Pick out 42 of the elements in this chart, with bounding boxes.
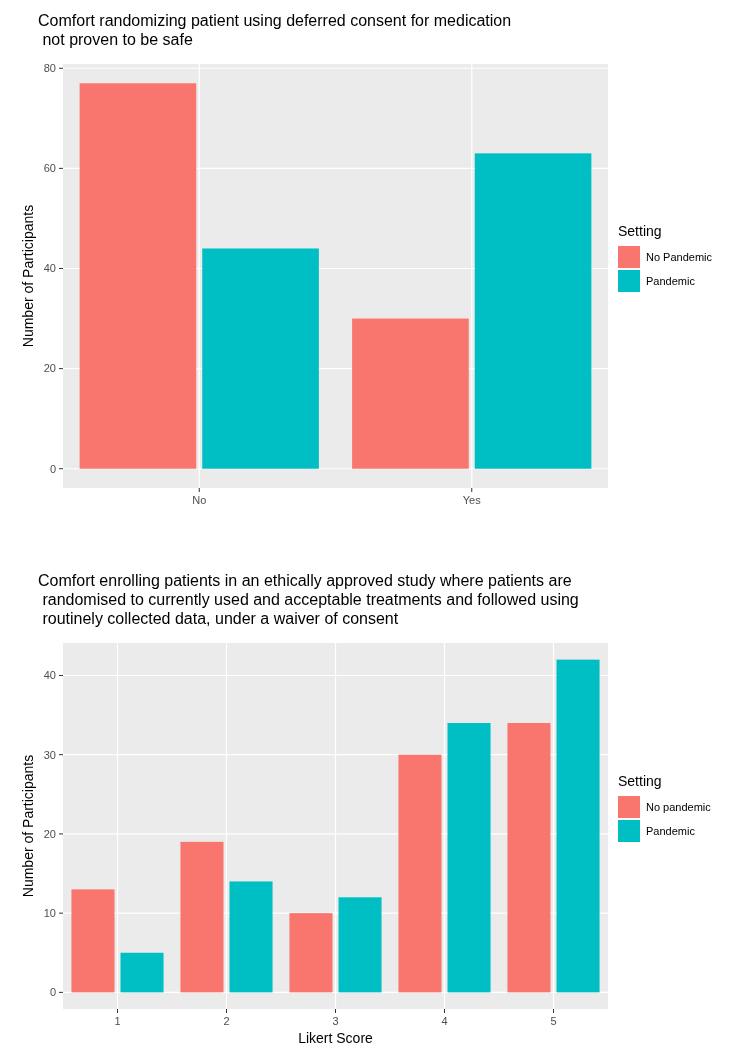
y-tick-label: 40	[43, 669, 56, 682]
y-tick-label: 20	[43, 362, 56, 375]
x-tick-label: 3	[332, 1015, 339, 1027]
y-axis-title: Number of Participants	[20, 204, 36, 348]
legend-title: Setting	[618, 773, 662, 789]
legend-label: Pandemic	[646, 824, 696, 837]
bar	[229, 881, 273, 993]
bar	[507, 723, 551, 993]
y-tick-label: 0	[49, 986, 56, 999]
bar	[474, 153, 592, 469]
x-tick-label: 5	[550, 1015, 557, 1027]
chart-title: Comfort enrolling patients in an ethically approved study where patients are randomised to currently used and acceptable treatments and followed using routinely collected data, under a waiver of consent	[38, 572, 579, 627]
y-tick-label: 10	[43, 906, 56, 919]
legend-label: No pandemic	[646, 800, 712, 813]
bar	[447, 723, 491, 993]
y-tick-label: 30	[43, 748, 56, 761]
bar	[180, 841, 224, 993]
x-tick-label: 1	[114, 1015, 121, 1027]
legend-label: Pandemic	[646, 274, 696, 287]
bar	[338, 897, 382, 993]
bar	[120, 952, 164, 993]
y-tick-label: 40	[43, 262, 56, 275]
bar	[289, 913, 333, 993]
y-tick-label: 20	[43, 827, 56, 840]
bar	[398, 754, 442, 993]
chart-title: Comfort randomizing patient using deferred consent for medication not proven to be safe	[38, 12, 512, 48]
bar	[202, 248, 319, 469]
bar	[352, 318, 469, 469]
bar	[556, 659, 600, 993]
y-tick-label: 60	[43, 162, 56, 175]
bar	[79, 83, 197, 469]
x-axis-title: Likert Score	[298, 1030, 374, 1046]
x-tick-label: Yes	[462, 494, 482, 506]
bar	[71, 889, 115, 993]
legend-title: Setting	[618, 223, 662, 239]
y-tick-label: 80	[43, 62, 56, 75]
legend-label: No Pandemic	[646, 250, 713, 263]
y-axis-title: Number of Participants	[20, 754, 36, 898]
y-tick-label: 0	[49, 462, 56, 475]
x-tick-label: 4	[441, 1015, 448, 1027]
x-tick-label: 2	[223, 1015, 230, 1027]
x-tick-label: No	[192, 494, 207, 506]
